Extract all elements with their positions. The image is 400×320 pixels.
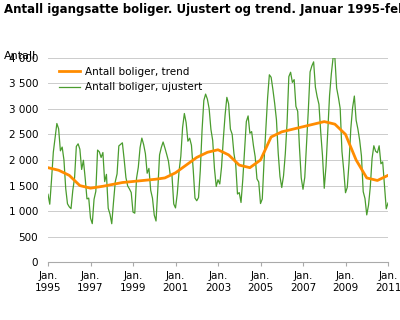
Legend: Antall boliger, trend, Antall boliger, ujustert: Antall boliger, trend, Antall boliger, u… <box>57 65 204 94</box>
Text: Antall igangsatte boliger. Ujustert og trend. Januar 1995-februar 2011: Antall igangsatte boliger. Ujustert og t… <box>4 3 400 16</box>
Text: Antall: Antall <box>4 51 36 61</box>
